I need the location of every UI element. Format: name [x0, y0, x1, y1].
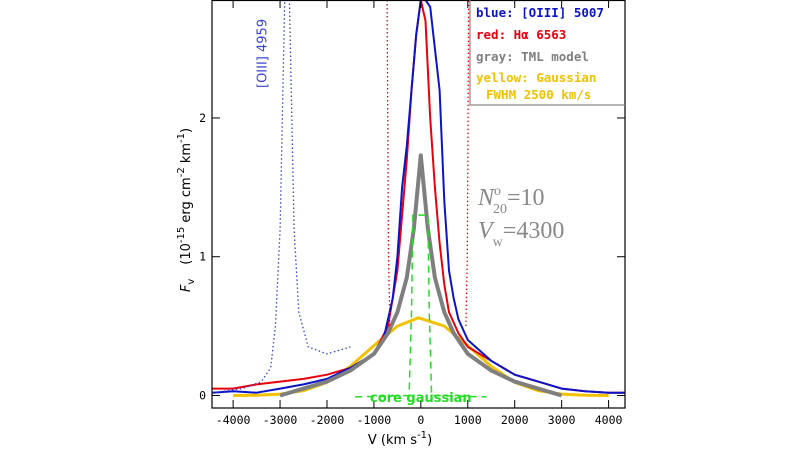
y-label-part: v — [186, 279, 197, 285]
series-label: core gaussian — [370, 391, 472, 406]
y-label-part: -1 — [176, 133, 187, 143]
y-tick-label: 2 — [199, 111, 206, 125]
y-label-part: ) — [179, 128, 194, 133]
x-tick-label: 0 — [417, 413, 424, 427]
annotation-part: N — [477, 185, 496, 211]
plot-area — [212, 0, 625, 398]
x-tick-label: 3000 — [548, 413, 576, 427]
legend-entry: gray: TML model — [476, 49, 589, 64]
y-label-part: -15 — [176, 227, 187, 243]
x-label-part: -1 — [417, 430, 427, 441]
x-label-part: (km s — [377, 433, 418, 448]
series-line — [279, 153, 563, 398]
plot-frame — [211, 0, 626, 409]
series-line — [233, 316, 609, 397]
y-label-part: erg cm — [179, 177, 194, 226]
y-label-part: km — [179, 143, 194, 167]
annotation-part: =10 — [507, 185, 545, 211]
y-tick-label: 1 — [199, 250, 206, 264]
x-tick-label: -1000 — [357, 413, 392, 427]
series-line — [212, 0, 625, 394]
x-label-part: ) — [427, 433, 432, 448]
x-tick-label: -3000 — [263, 413, 298, 427]
legend-entry: yellow: Gaussian — [476, 70, 596, 85]
annotation: No 20=10 — [477, 184, 545, 217]
x-tick-label: -2000 — [310, 413, 345, 427]
y-label-part: (10 — [179, 243, 194, 265]
annotation-part: w — [493, 235, 504, 250]
annotation-part: 20 — [493, 202, 507, 217]
x-label-part: V — [368, 433, 377, 448]
y-label-part: -2 — [176, 167, 187, 177]
y-axis-label: Fv (10-15 erg cm-2 km-1) — [176, 128, 197, 292]
x-tick-label: 4000 — [595, 413, 623, 427]
legend-note: FWHM 2500 km/s — [486, 87, 591, 102]
annotation-part: o — [494, 184, 501, 199]
y-label-part: F — [179, 284, 194, 292]
x-axis-label: V (km s-1) — [368, 430, 432, 448]
x-tick-label: 1000 — [454, 413, 482, 427]
legend-entry: red: Hα 6563 — [476, 27, 566, 42]
series-line — [212, 0, 351, 394]
annotation-part: =4300 — [503, 218, 565, 244]
x-tick-label: 2000 — [501, 413, 529, 427]
annotation: Vw=4300 — [478, 218, 564, 250]
legend-box — [469, 0, 625, 106]
series-line — [355, 214, 487, 398]
annotation-part: V — [478, 218, 495, 244]
y-tick-label: 0 — [199, 389, 206, 403]
x-tick-label: -4000 — [216, 413, 251, 427]
series-line — [386, 0, 470, 327]
legend-entry: blue: [OIII] 5007 — [476, 5, 604, 20]
series-label: [OIII] 4959 — [255, 19, 270, 88]
